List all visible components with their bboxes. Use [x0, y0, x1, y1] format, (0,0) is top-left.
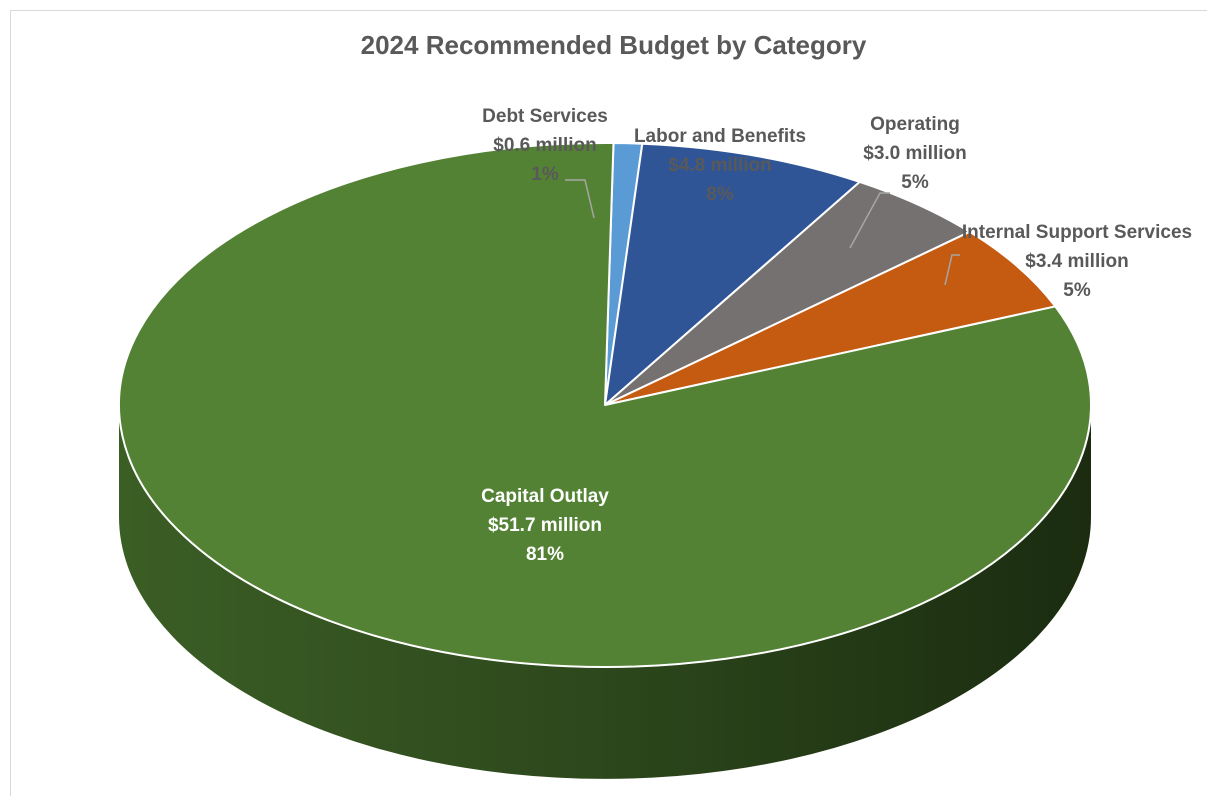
pie-slice-labor-and-benefits — [604, 142, 861, 406]
data-label-debt-services-amount: $0.6 million — [493, 135, 596, 156]
leader-line-internal-support-services — [944, 254, 960, 286]
data-label-debt-services-percent: 1% — [531, 164, 559, 185]
pie-slices — [118, 142, 1092, 669]
data-label-labor-and-benefits-percent: 8% — [706, 184, 734, 205]
data-label-labor-and-benefits-name: Labor and Benefits — [634, 126, 806, 147]
data-label-capital-outlay-name: Capital Outlay — [481, 486, 609, 507]
pie-slice-capital-outlay — [118, 142, 1092, 669]
data-label-capital-outlay-amount: $51.7 million — [488, 515, 602, 536]
leader-line-debt-services — [565, 179, 595, 219]
data-label-operating-percent: 5% — [901, 172, 929, 193]
data-label-operating-amount: $3.0 million — [863, 143, 966, 164]
data-label-labor-and-benefits-amount: $4.8 million — [668, 155, 771, 176]
leader-line-operating — [849, 192, 890, 249]
data-label-internal-support-services-percent: 5% — [1063, 280, 1091, 301]
data-label-internal-support-services-amount: $3.4 million — [1025, 251, 1128, 272]
pie-side-wall — [119, 405, 1091, 779]
data-label-internal-support-services-name: Internal Support Services — [962, 222, 1192, 243]
chart-title: 2024 Recommended Budget by Category — [360, 30, 867, 60]
data-label-capital-outlay-percent: 81% — [526, 544, 564, 565]
pie-labels: Debt Services $0.6 million 1% Labor and Ben… — [481, 106, 1192, 565]
data-label-operating-name: Operating — [870, 114, 960, 135]
pie-side — [119, 405, 1091, 779]
pie-leaders — [565, 179, 960, 286]
data-label-debt-services-name: Debt Services — [482, 106, 608, 127]
pie-slice-internal-support-services — [604, 230, 1057, 406]
